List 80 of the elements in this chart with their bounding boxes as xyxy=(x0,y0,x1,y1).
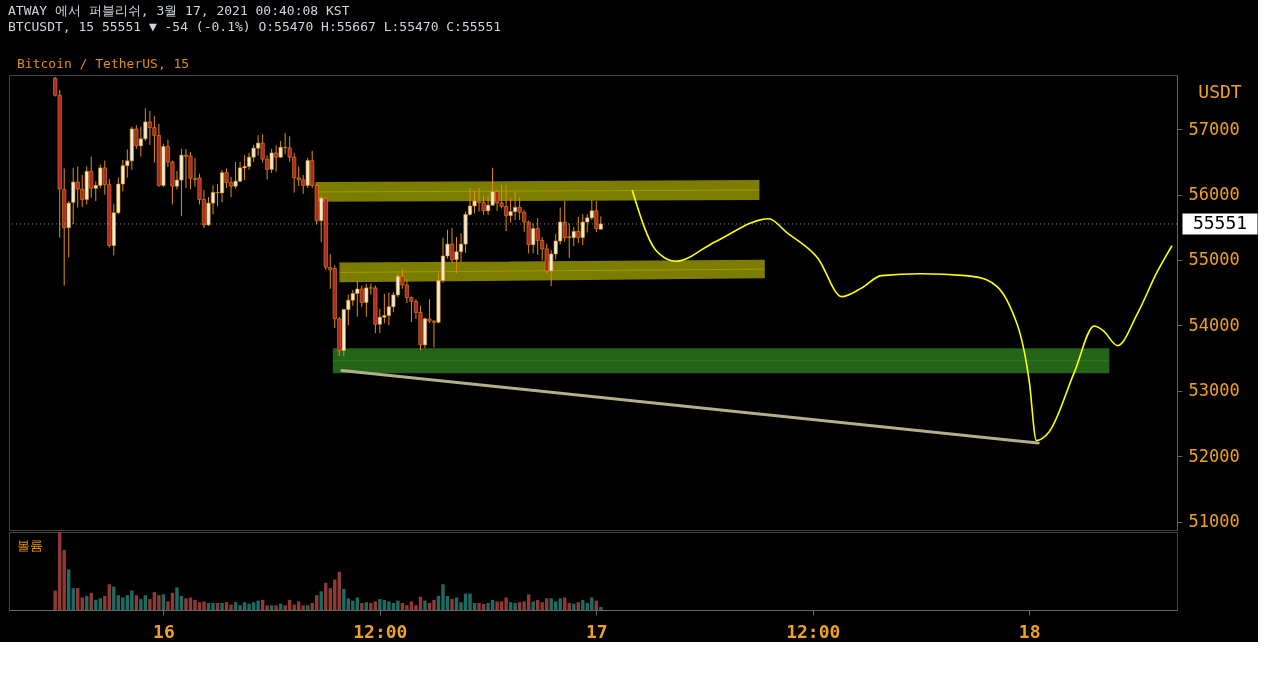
y-tick-label: 51000 xyxy=(1188,511,1240,531)
bar xyxy=(486,602,490,610)
bar xyxy=(369,602,373,610)
bar xyxy=(432,599,436,610)
bar xyxy=(125,595,130,610)
bar xyxy=(549,598,553,610)
bar xyxy=(229,604,233,610)
chart-subtitle: BTCUSDT, 15 55551 ▼ -54 (-0.1%) O:55470 H:55667 L:55470 C:55551 xyxy=(8,18,502,34)
bar xyxy=(396,600,400,610)
bar xyxy=(540,602,544,610)
bar xyxy=(143,595,148,610)
x-tick-label: 12:00 xyxy=(353,620,408,642)
line-series xyxy=(631,189,1173,442)
bar xyxy=(409,601,414,610)
candlestick xyxy=(562,200,567,243)
bar xyxy=(504,597,508,610)
bar xyxy=(296,601,301,610)
bar xyxy=(405,605,409,610)
bar xyxy=(256,600,260,610)
candlestick xyxy=(472,190,477,215)
candlestick xyxy=(454,236,459,274)
chart-title: ATWAY 에서 퍼블리쉬, 3월 17, 2021 00:40:08 KST xyxy=(8,2,350,18)
bar xyxy=(423,600,427,610)
x-tick-label: 12:00 xyxy=(786,620,841,642)
bar xyxy=(441,584,445,610)
bar xyxy=(98,598,102,610)
bar xyxy=(274,605,278,610)
bar xyxy=(193,599,197,610)
bar xyxy=(175,587,179,610)
bar xyxy=(184,598,188,610)
bar xyxy=(477,602,481,610)
x-tick-label: 17 xyxy=(585,620,608,642)
bar xyxy=(220,602,224,610)
bar xyxy=(112,586,116,610)
y-tick-label: 54000 xyxy=(1188,314,1240,335)
series-label: 볼륨 xyxy=(17,538,43,553)
bar xyxy=(134,595,139,610)
bar xyxy=(373,601,378,610)
bar xyxy=(130,590,134,610)
bar xyxy=(211,602,215,610)
bar xyxy=(292,604,296,610)
bar xyxy=(513,602,517,610)
bar xyxy=(247,603,251,610)
bar xyxy=(301,605,305,610)
x-tick-label: 18 xyxy=(1018,620,1041,642)
x-tick-label: 16 xyxy=(153,620,175,642)
bar xyxy=(306,605,310,610)
bar xyxy=(599,606,603,610)
bar xyxy=(202,601,206,610)
y-tick-label: 53000 xyxy=(1188,380,1240,401)
candlestick xyxy=(242,154,247,181)
candlestick xyxy=(188,151,193,190)
bar xyxy=(499,601,504,610)
bar xyxy=(378,599,382,610)
bar xyxy=(121,597,125,610)
y-tick-label: 56000 xyxy=(1188,184,1240,205)
y-axis-title: USDT xyxy=(1198,81,1242,102)
y-tick-label: 55000 xyxy=(1188,249,1240,270)
bar xyxy=(495,601,499,610)
candlestick xyxy=(75,165,80,209)
bar xyxy=(351,600,355,610)
y-tick-label: 57000 xyxy=(1188,118,1240,139)
ref-line-label: 55551 xyxy=(1192,211,1248,233)
bar xyxy=(526,594,531,610)
candlestick xyxy=(71,167,76,225)
bar xyxy=(360,602,364,610)
bar xyxy=(387,601,391,610)
bar xyxy=(157,595,161,610)
bar xyxy=(315,595,319,610)
bar xyxy=(139,599,143,610)
y-tick-label: 52000 xyxy=(1188,445,1240,466)
text: Bitcoin / TetherUS, 15 xyxy=(17,56,190,71)
bar xyxy=(558,598,562,610)
bar xyxy=(531,601,535,610)
bar xyxy=(468,593,472,610)
bar xyxy=(450,599,454,610)
bar xyxy=(554,601,558,610)
bar xyxy=(269,605,274,610)
bar xyxy=(161,594,166,610)
bar xyxy=(238,605,242,610)
